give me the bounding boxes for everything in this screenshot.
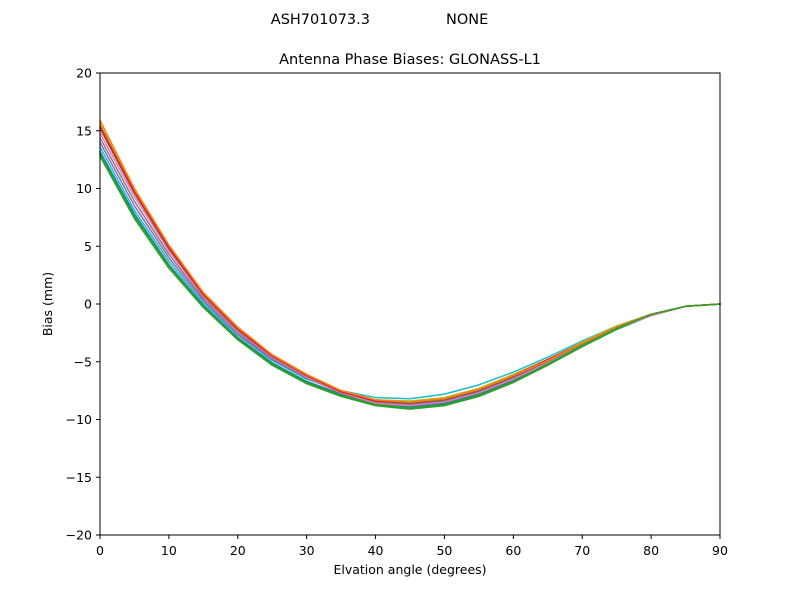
y-tick-label: 5 bbox=[84, 239, 92, 254]
x-tick-label: 0 bbox=[96, 543, 104, 558]
chart-title: Antenna Phase Biases: GLONASS-L1 bbox=[279, 52, 541, 68]
x-tick-label: 10 bbox=[161, 543, 177, 558]
x-tick-label: 50 bbox=[436, 543, 452, 558]
series-line-11 bbox=[98, 152, 721, 409]
series-line-10 bbox=[98, 119, 721, 403]
suptitle-radome: NONE bbox=[446, 12, 488, 28]
y-tick-label: −5 bbox=[74, 354, 92, 369]
x-tick-label: 20 bbox=[230, 543, 246, 558]
y-axis: −20 −15 −10 −5 0 5 10 15 20 bbox=[66, 66, 100, 543]
series-line-5 bbox=[98, 136, 721, 406]
series-line-1 bbox=[98, 155, 721, 410]
x-tick-label: 80 bbox=[643, 543, 659, 558]
y-tick-label: −10 bbox=[66, 412, 92, 427]
series-line-4 bbox=[98, 141, 721, 403]
series-layer bbox=[98, 119, 721, 410]
series-line-9 bbox=[98, 125, 721, 403]
x-tick-label: 40 bbox=[368, 543, 384, 558]
y-tick-label: −20 bbox=[66, 528, 92, 543]
y-tick-label: 0 bbox=[84, 297, 92, 312]
y-tick-label: 15 bbox=[76, 123, 92, 138]
series-line-6 bbox=[98, 132, 721, 407]
x-tick-label: 30 bbox=[299, 543, 315, 558]
x-tick-label: 60 bbox=[505, 543, 521, 558]
series-line-8 bbox=[98, 122, 721, 402]
x-axis-label: Elvation angle (degrees) bbox=[333, 562, 486, 577]
series-line-3 bbox=[98, 145, 721, 400]
series-line-7 bbox=[98, 127, 721, 405]
x-tick-label: 90 bbox=[712, 543, 728, 558]
y-tick-label: −15 bbox=[66, 470, 92, 485]
axes-frame bbox=[99, 72, 721, 536]
x-axis: 0 10 20 30 40 50 60 70 80 90 bbox=[96, 535, 728, 558]
suptitle: ASH701073.3 NONE bbox=[271, 12, 489, 28]
suptitle-antenna: ASH701073.3 bbox=[271, 12, 370, 28]
y-tick-label: 20 bbox=[76, 66, 92, 81]
x-tick-label: 70 bbox=[574, 543, 590, 558]
y-tick-label: 10 bbox=[76, 181, 92, 196]
y-axis-label: Bias (mm) bbox=[40, 272, 55, 336]
